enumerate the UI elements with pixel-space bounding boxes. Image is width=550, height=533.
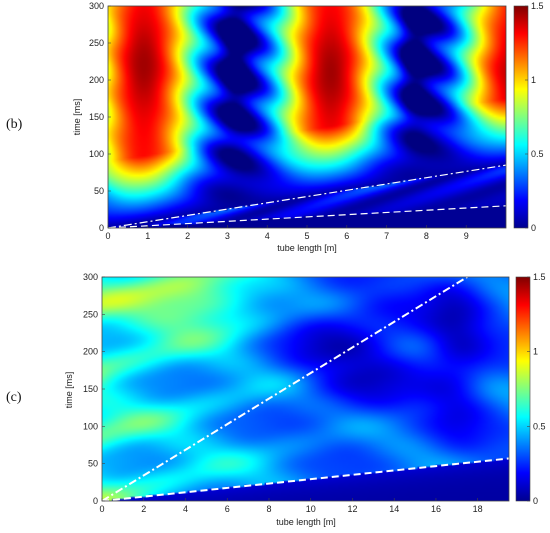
x-tick-label-b: 9 xyxy=(464,231,469,241)
colorbar-ticks-c: 0 0.5 1 1.5 xyxy=(527,272,546,506)
colorbar-tick-label-b: 1.5 xyxy=(531,1,544,11)
x-tick-label-b: 8 xyxy=(424,231,429,241)
dashed-line-b xyxy=(107,205,507,229)
colorbar-c xyxy=(515,276,531,502)
y-tick-label-c: 50 xyxy=(88,459,98,469)
y-axis-label-c: time [ms] xyxy=(64,372,74,409)
y-tick-label-c: 200 xyxy=(83,347,98,357)
x-ticks-c: 0 2 4 6 8 10 12 14 16 18 xyxy=(99,498,483,514)
panel-b-label: (b) xyxy=(6,117,23,132)
x-tick-label-c: 6 xyxy=(225,504,230,514)
x-tick-label-b: 1 xyxy=(145,231,150,241)
colorbar-tick-label-c: 1 xyxy=(533,347,538,357)
overlay-lines-b xyxy=(107,164,507,229)
x-axis-label-c: tube length [m] xyxy=(276,517,336,527)
y-tick-label-b: 250 xyxy=(89,38,104,48)
x-tick-label-b: 7 xyxy=(384,231,389,241)
x-ticks-b: 0 1 2 3 4 5 6 7 8 9 xyxy=(105,225,469,241)
x-tick-label-b: 3 xyxy=(225,231,230,241)
colorbar-b xyxy=(513,5,529,229)
x-tick-label-c: 16 xyxy=(431,504,441,514)
colorbar-tick-label-b: 0.5 xyxy=(531,149,544,159)
y-tick-label-b: 150 xyxy=(89,112,104,122)
x-tick-label-b: 4 xyxy=(265,231,270,241)
dash-dot-line-c xyxy=(101,276,468,502)
x-tick-label-b: 5 xyxy=(304,231,309,241)
x-tick-label-c: 14 xyxy=(389,504,399,514)
y-tick-label-b: 200 xyxy=(89,75,104,85)
colorbar-tick-label-b: 1 xyxy=(531,75,536,85)
colorbar-tick-label-b: 0 xyxy=(531,223,536,233)
x-tick-label-b: 2 xyxy=(185,231,190,241)
x-tick-label-c: 2 xyxy=(141,504,146,514)
colorbar-tick-label-c: 0 xyxy=(533,496,538,506)
colorbar-ticks-b: 0 0.5 1 1.5 xyxy=(525,1,544,233)
y-tick-label-c: 250 xyxy=(83,309,98,319)
dashed-line-c xyxy=(101,457,510,502)
y-axis-label-b: time [ms] xyxy=(72,99,82,136)
x-tick-label-b: 0 xyxy=(105,231,110,241)
y-ticks-b: 0 50 100 150 200 250 300 xyxy=(89,1,111,233)
x-tick-label-c: 4 xyxy=(183,504,188,514)
x-tick-label-c: 18 xyxy=(473,504,483,514)
y-tick-label-b: 100 xyxy=(89,149,104,159)
y-tick-label-c: 300 xyxy=(83,272,98,282)
x-tick-label-c: 12 xyxy=(347,504,357,514)
x-tick-label-c: 8 xyxy=(266,504,271,514)
x-axis-label-b: tube length [m] xyxy=(277,243,337,253)
y-ticks-c: 0 50 100 150 200 250 300 xyxy=(83,272,105,506)
y-tick-label-c: 100 xyxy=(83,421,98,431)
x-tick-label-c: 0 xyxy=(99,504,104,514)
x-tick-label-c: 10 xyxy=(306,504,316,514)
colorbar-tick-label-c: 0.5 xyxy=(533,421,546,431)
overlay-lines-c xyxy=(101,276,510,502)
dash-dot-line-b xyxy=(107,164,507,229)
heatmap-b-image xyxy=(108,6,506,228)
y-tick-label-c: 150 xyxy=(83,384,98,394)
y-tick-label-b: 300 xyxy=(89,1,104,11)
panel-c-label: (c) xyxy=(6,390,22,405)
colorbar-tick-label-c: 1.5 xyxy=(533,272,546,282)
heatmap-c-image xyxy=(102,277,509,501)
y-tick-label-b: 50 xyxy=(94,186,104,196)
y-tick-label-c: 0 xyxy=(93,496,98,506)
x-tick-label-b: 6 xyxy=(344,231,349,241)
heatmap-panel-b: (b) 0 1 2 3 4 5 6 7 8 9 0 50 100 150 200 250 300 tube l… xyxy=(6,1,544,253)
y-tick-label-b: 0 xyxy=(99,223,104,233)
